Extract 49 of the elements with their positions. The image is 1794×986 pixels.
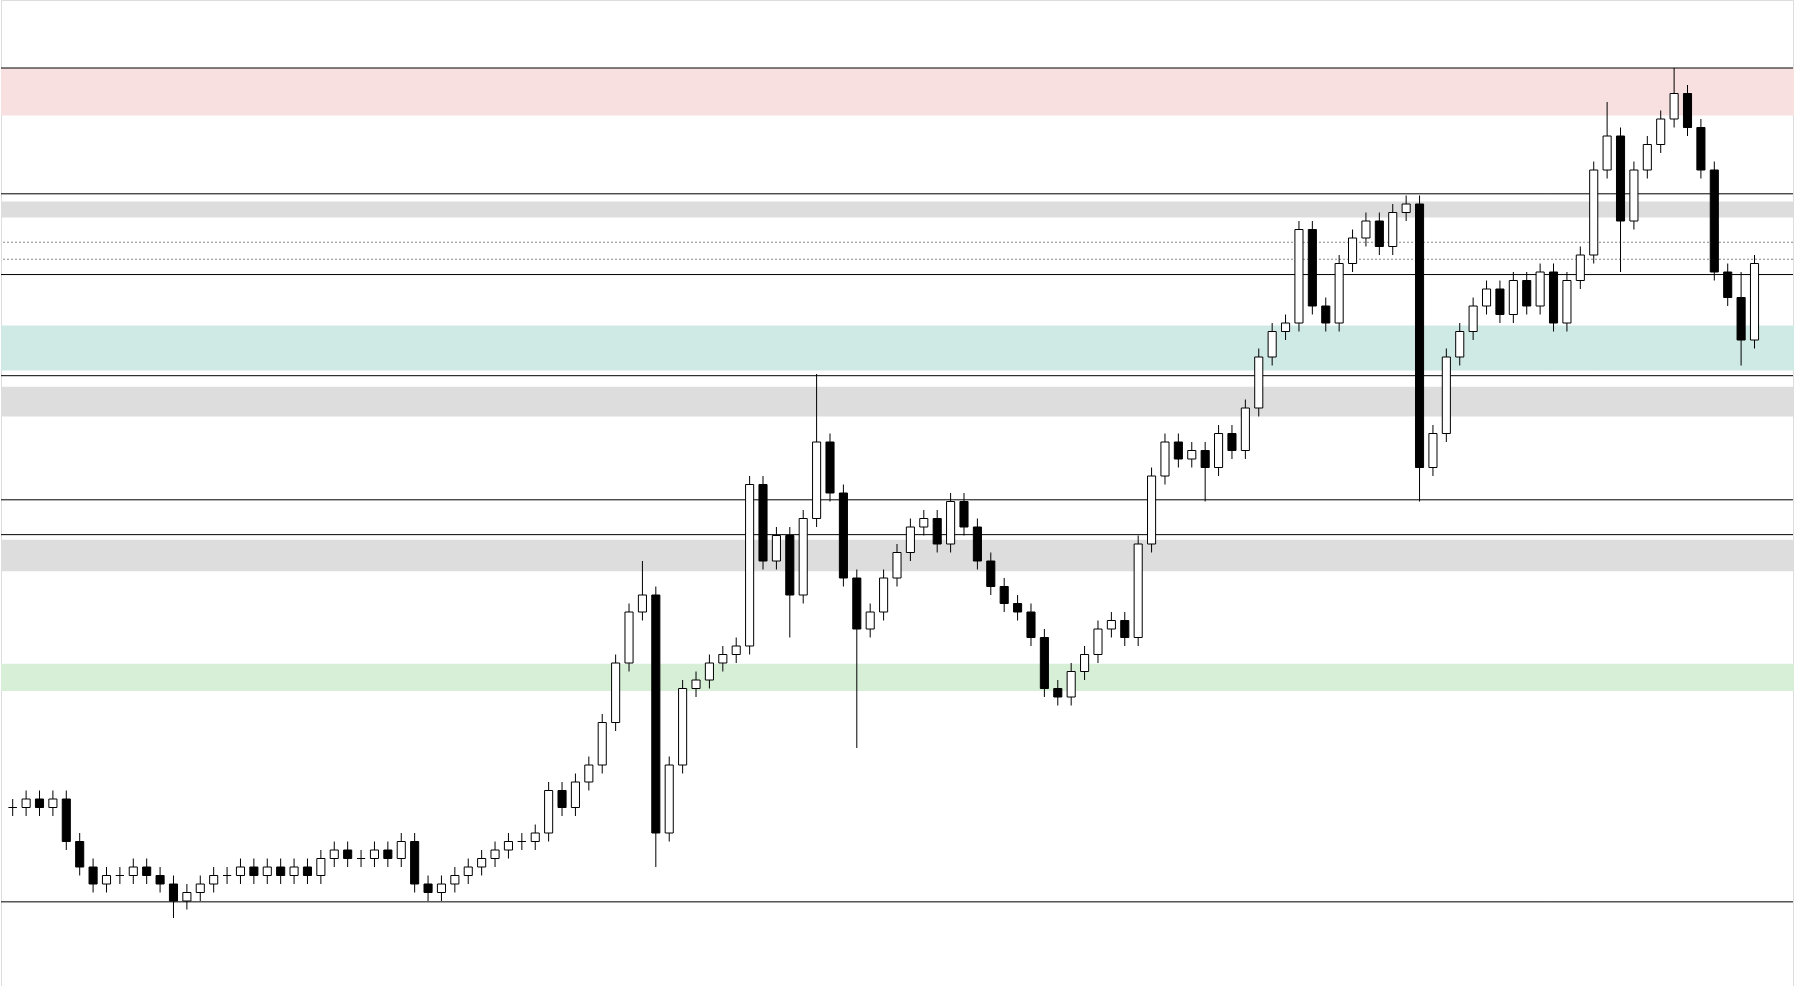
candlestick bbox=[450, 866, 460, 893]
candlestick bbox=[101, 866, 112, 893]
candlestick bbox=[1187, 441, 1197, 468]
candlestick bbox=[316, 849, 326, 885]
candlestick bbox=[530, 824, 540, 851]
candlestick bbox=[1080, 645, 1090, 681]
candlestick bbox=[584, 756, 594, 791]
candlestick bbox=[477, 849, 487, 876]
candlestick bbox=[637, 560, 647, 621]
candlestick bbox=[490, 841, 500, 868]
candlestick bbox=[691, 671, 701, 698]
candlestick bbox=[1361, 212, 1371, 247]
candlestick bbox=[48, 790, 58, 817]
candlestick bbox=[718, 645, 728, 672]
candlestick bbox=[503, 832, 513, 859]
candlestick bbox=[999, 577, 1009, 613]
candlestick bbox=[396, 832, 406, 868]
candlestick bbox=[235, 858, 246, 885]
candlestick bbox=[21, 790, 31, 817]
candlestick bbox=[262, 858, 272, 885]
candlestick bbox=[343, 841, 353, 868]
candlestick bbox=[329, 841, 339, 868]
candlestick bbox=[731, 637, 741, 664]
candlestick bbox=[155, 866, 165, 893]
candlestick bbox=[1481, 280, 1492, 315]
candlestick bbox=[209, 866, 219, 893]
candlestick bbox=[463, 858, 473, 885]
candlestick bbox=[1120, 611, 1130, 647]
candlestick bbox=[704, 654, 714, 689]
candlestick bbox=[302, 858, 313, 885]
candlestick bbox=[34, 790, 45, 817]
candlestick bbox=[1053, 679, 1063, 706]
candlestick bbox=[1321, 297, 1331, 332]
candlestick bbox=[88, 858, 98, 893]
candlestick bbox=[276, 858, 286, 885]
candlestick bbox=[1281, 314, 1291, 341]
candlestick bbox=[1401, 195, 1411, 222]
candlestick bbox=[249, 858, 259, 885]
candlestick bbox=[557, 781, 567, 817]
candlestick bbox=[128, 858, 138, 885]
candlestick bbox=[383, 841, 393, 868]
candlestick bbox=[369, 841, 380, 868]
candlestick bbox=[1227, 424, 1237, 460]
candlestick bbox=[1106, 611, 1116, 638]
candlestick bbox=[142, 858, 152, 885]
candlestick bbox=[1173, 433, 1183, 468]
candlestick bbox=[1013, 594, 1023, 621]
candlestick bbox=[289, 858, 299, 885]
candlestick bbox=[865, 603, 875, 638]
